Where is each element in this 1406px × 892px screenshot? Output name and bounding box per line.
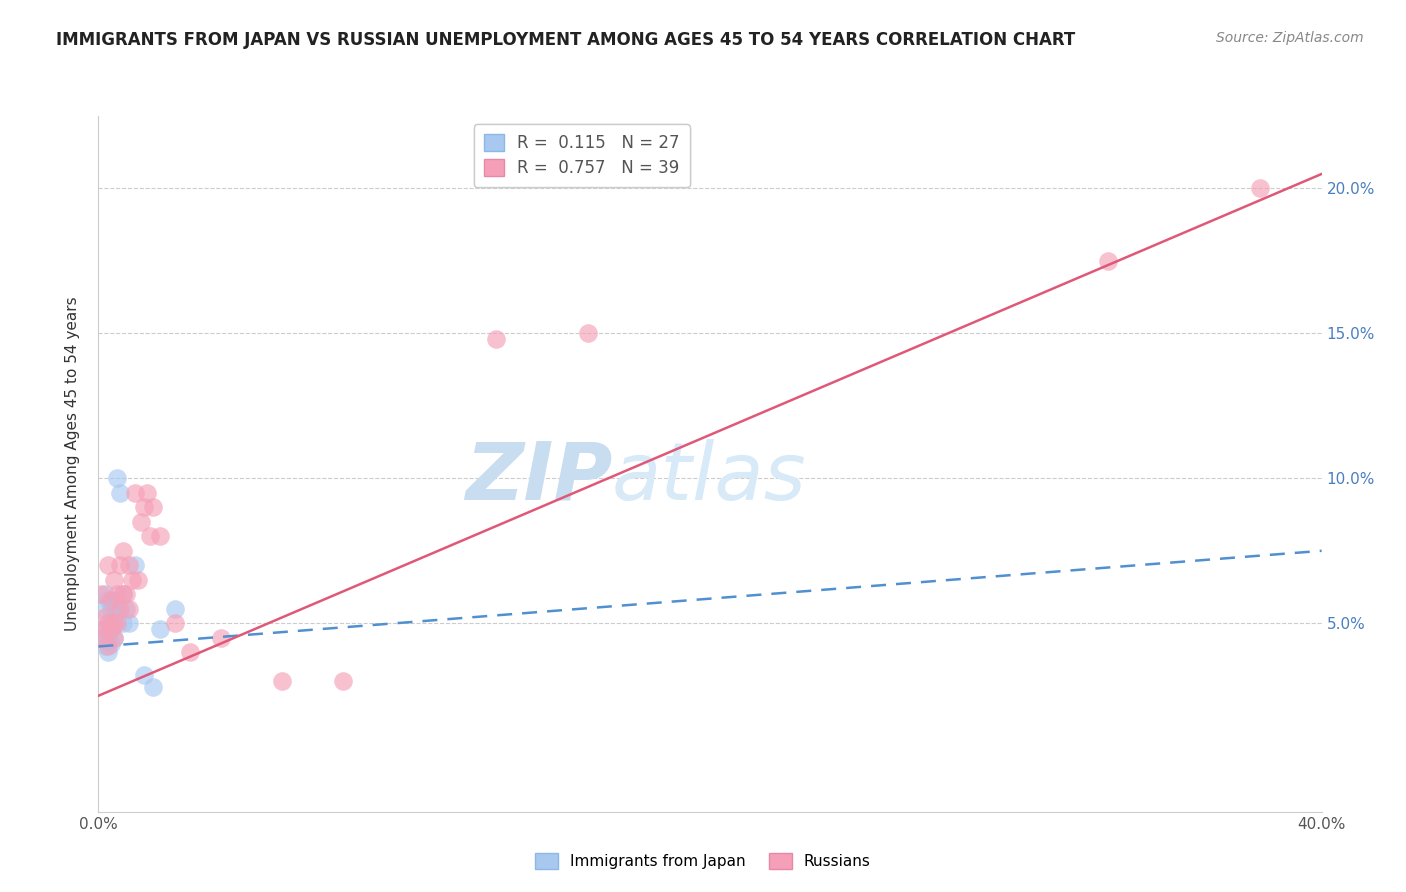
Point [108, 558, 131, 573]
Legend: Immigrants from Japan, Russians: Immigrants from Japan, Russians [529, 847, 877, 875]
Point [134, 500, 156, 515]
Point [105, 602, 128, 616]
Point [100, 593, 122, 607]
Y-axis label: Unemployment Among Ages 45 to 54 years: Unemployment Among Ages 45 to 54 years [65, 296, 80, 632]
Point [108, 602, 131, 616]
Point [100, 637, 122, 651]
Point [129, 515, 152, 529]
Point [179, 645, 201, 659]
Point [115, 602, 138, 616]
Point [90, 587, 112, 601]
Point [90, 631, 112, 645]
Point [209, 631, 232, 645]
Point [103, 631, 125, 645]
Point [124, 558, 146, 573]
Point [163, 616, 186, 631]
Point [134, 668, 156, 682]
Point [93, 640, 115, 654]
Point [576, 326, 599, 341]
Point [93, 622, 115, 636]
Point [111, 587, 134, 601]
Point [118, 602, 141, 616]
Point [1249, 181, 1271, 195]
Point [105, 471, 128, 485]
Point [103, 573, 125, 587]
Point [121, 573, 143, 587]
Point [485, 332, 508, 346]
Point [111, 616, 134, 631]
Point [115, 587, 138, 601]
Point [142, 500, 165, 515]
Text: IMMIGRANTS FROM JAPAN VS RUSSIAN UNEMPLOYMENT AMONG AGES 45 TO 54 YEARS CORRELAT: IMMIGRANTS FROM JAPAN VS RUSSIAN UNEMPLO… [56, 31, 1076, 49]
Legend: R =  0.115   N = 27, R =  0.757   N = 39: R = 0.115 N = 27, R = 0.757 N = 39 [474, 124, 689, 187]
Point [100, 622, 122, 636]
Point [93, 587, 115, 601]
Point [100, 622, 122, 636]
Point [105, 616, 128, 631]
Point [118, 558, 141, 573]
Point [139, 529, 162, 543]
Point [118, 616, 141, 631]
Point [97, 616, 120, 631]
Point [111, 543, 134, 558]
Point [93, 610, 115, 624]
Point [97, 640, 120, 654]
Text: Source: ZipAtlas.com: Source: ZipAtlas.com [1216, 31, 1364, 45]
Point [97, 616, 120, 631]
Point [127, 573, 149, 587]
Point [90, 631, 112, 645]
Point [149, 529, 172, 543]
Point [97, 593, 120, 607]
Point [149, 622, 172, 636]
Point [142, 680, 165, 694]
Point [124, 485, 146, 500]
Point [163, 602, 186, 616]
Point [90, 602, 112, 616]
Point [93, 622, 115, 636]
Point [103, 616, 125, 631]
Point [97, 558, 120, 573]
Point [97, 633, 120, 648]
Point [97, 645, 120, 659]
Text: atlas: atlas [612, 439, 807, 516]
Point [111, 587, 134, 601]
Point [332, 674, 354, 689]
Point [100, 602, 122, 616]
Point [136, 485, 159, 500]
Point [105, 587, 128, 601]
Point [103, 631, 125, 645]
Point [270, 674, 292, 689]
Point [103, 610, 125, 624]
Point [108, 485, 131, 500]
Point [1097, 253, 1119, 268]
Point [103, 593, 125, 607]
Text: ZIP: ZIP [465, 439, 612, 516]
